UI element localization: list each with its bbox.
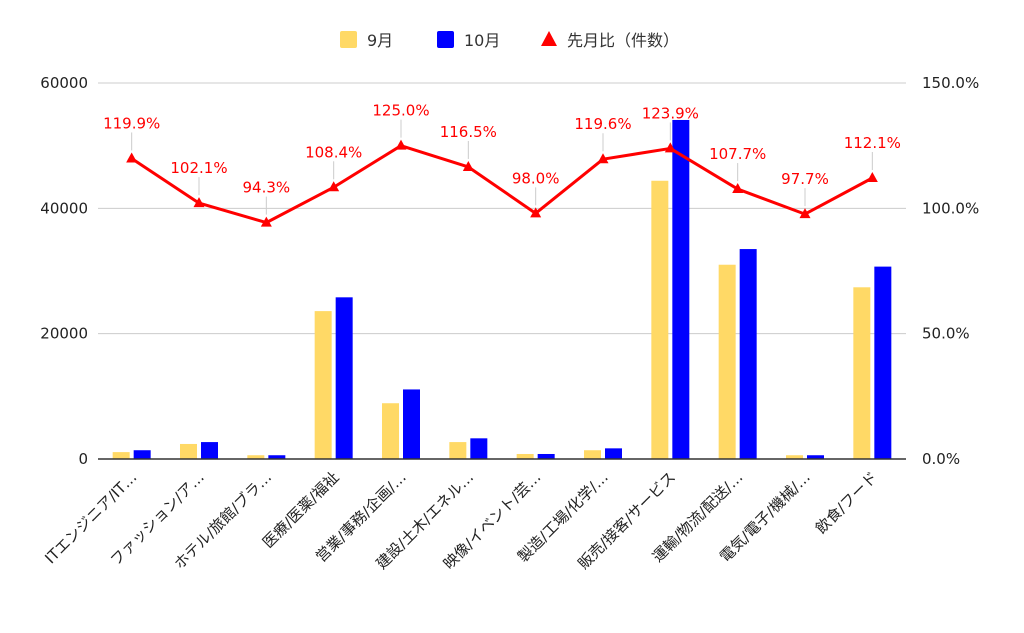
- ratio-line: [130, 144, 874, 225]
- bar-sep: [382, 403, 399, 459]
- bar-sep: [516, 453, 534, 459]
- ratio-marker: [126, 152, 138, 163]
- left-tick-label: 40000: [40, 199, 88, 217]
- bar-sep: [853, 287, 871, 459]
- grid-lines: [98, 82, 906, 335]
- ratio-marker: [799, 208, 811, 219]
- ratio-data-label: 125.0%: [372, 102, 429, 120]
- ratio-marker: [732, 183, 744, 194]
- bar-sep: [247, 455, 265, 459]
- bar-oct: [739, 249, 757, 459]
- left-tick-label: 20000: [40, 325, 88, 343]
- ratio-data-label: 119.6%: [574, 115, 631, 133]
- bar-oct: [874, 266, 892, 459]
- right-axis: 0.0% 50.0% 100.0% 150.0%: [922, 74, 979, 468]
- right-tick-label: 50.0%: [922, 325, 970, 343]
- ratio-marker: [866, 172, 878, 183]
- ratio-data-label: 98.0%: [512, 169, 560, 187]
- ratio-data-label: 112.1%: [844, 134, 901, 152]
- right-tick-label: 0.0%: [922, 450, 960, 468]
- bar-sep: [314, 311, 332, 459]
- ratio-data-label: 119.9%: [103, 114, 160, 132]
- ratio-data-label: 94.3%: [243, 179, 291, 197]
- legend-swatch: [340, 31, 357, 48]
- bar-sep: [584, 450, 601, 459]
- bar-sep: [112, 452, 130, 459]
- bar-oct: [605, 448, 622, 459]
- bar-oct: [537, 453, 555, 459]
- legend: 9月 10月 先月比（件数）: [340, 31, 679, 50]
- bar-sep: [651, 180, 669, 459]
- ratio-data-label: 102.1%: [170, 159, 227, 177]
- bar-oct: [470, 438, 488, 459]
- ratio-marker: [395, 139, 407, 150]
- ratio-data-label: 97.7%: [781, 170, 829, 188]
- category-labels: ITエンジニア/IT…ファッション/ア…ホテル/旅館/ブラ…医療/医薬/福祉営業…: [41, 468, 881, 573]
- ratio-data-label: 116.5%: [440, 123, 497, 141]
- bar-sep: [449, 442, 467, 459]
- ratio-marker: [193, 197, 205, 208]
- ratio-line-series: 119.9% 102.1% 94.3% 108.4% 125.0% 116.5% 98.0%…: [103, 102, 901, 227]
- bar-sep: [718, 264, 736, 459]
- ratio-marker: [260, 216, 272, 227]
- bar-oct: [335, 297, 353, 459]
- ratio-data-label: 108.4%: [305, 143, 362, 161]
- left-tick-label: 60000: [40, 74, 88, 92]
- bar-sep: [786, 455, 803, 459]
- ratio-data-label: 123.9%: [642, 104, 699, 122]
- right-tick-label: 150.0%: [922, 74, 979, 92]
- bars: [112, 119, 892, 460]
- bar-oct: [403, 389, 420, 459]
- ratio-marker: [328, 181, 340, 192]
- legend-label: 10月: [464, 31, 500, 50]
- legend-label: 先月比（件数）: [567, 31, 679, 50]
- left-tick-label: 0: [78, 450, 88, 468]
- legend-swatch-ratio: [541, 31, 557, 46]
- bar-oct: [201, 442, 218, 459]
- ratio-marker: [597, 153, 609, 164]
- legend-label: 9月: [367, 31, 393, 50]
- ratio-marker: [462, 160, 474, 171]
- left-axis: 0 20000 40000 60000: [40, 74, 88, 468]
- ratio-marker: [664, 142, 676, 153]
- bar-oct: [807, 455, 824, 459]
- legend-swatch: [437, 31, 454, 48]
- bar-oct: [268, 455, 286, 459]
- ratio-data-label: 107.7%: [709, 145, 766, 163]
- category-label: 飲食/フード: [812, 468, 881, 537]
- bar-sep: [180, 443, 197, 459]
- bar-oct: [133, 450, 151, 459]
- bar-oct: [672, 119, 690, 460]
- ratio-marker: [530, 207, 542, 218]
- right-tick-label: 100.0%: [922, 199, 979, 217]
